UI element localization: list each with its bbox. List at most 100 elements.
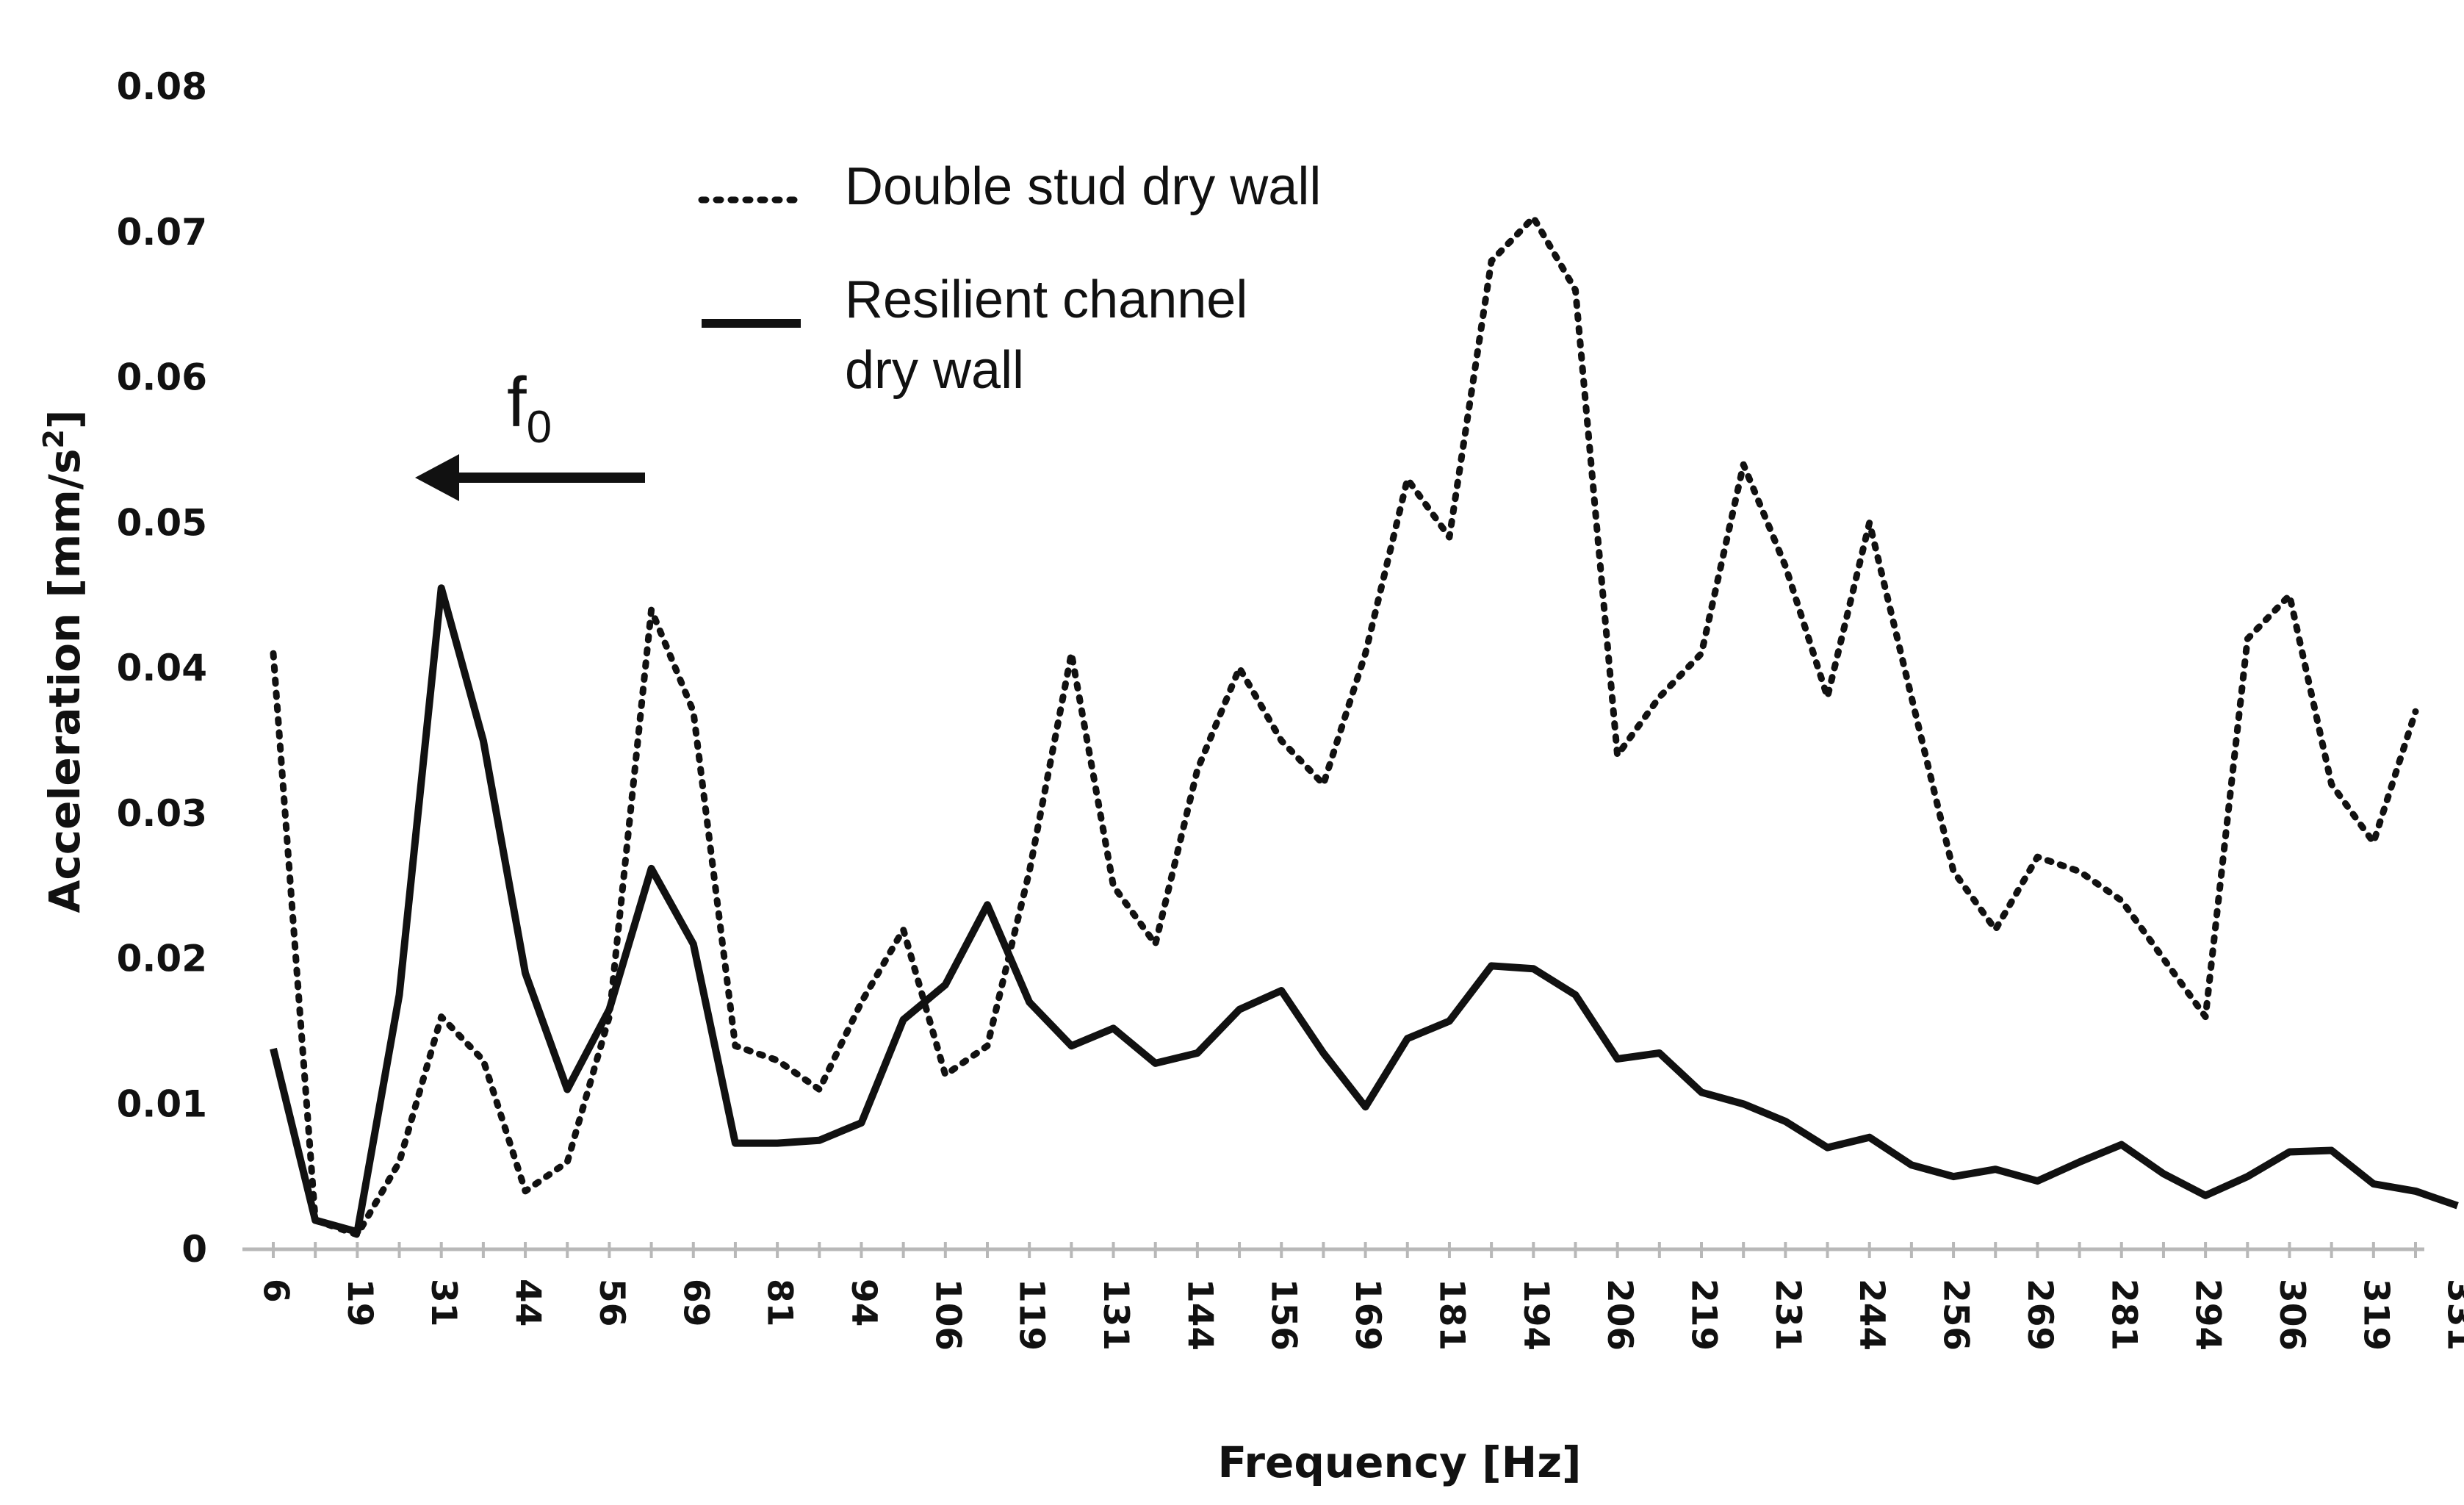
data-point <box>2373 842 2374 843</box>
x-tick-label: 219 <box>1684 1279 1724 1351</box>
legend-label-resilient-channel-line1: Resilient channel <box>845 270 1247 329</box>
data-point <box>1617 1058 1618 1059</box>
x-tick-label: 181 <box>1431 1279 1471 1351</box>
data-point <box>2037 1181 2038 1182</box>
data-point <box>693 711 694 712</box>
data-point <box>1323 1053 1324 1054</box>
data-point <box>1407 1038 1408 1039</box>
x-tick-label: 94 <box>843 1279 884 1326</box>
data-point <box>525 1190 526 1191</box>
y-tick-label: 0 <box>181 1228 207 1271</box>
x-tick-label: 231 <box>1768 1279 1808 1351</box>
legend: Double stud dry wall Resilient channel d… <box>698 157 1321 400</box>
data-point <box>861 1122 862 1123</box>
data-point <box>2079 1162 2080 1163</box>
x-tick-label: 119 <box>1012 1279 1052 1351</box>
x-tick-label: 6 <box>256 1279 296 1303</box>
data-point <box>1995 929 1996 930</box>
x-tick-label: 244 <box>1851 1279 1892 1351</box>
x-tick-label: 69 <box>675 1279 716 1326</box>
data-point <box>2205 1195 2206 1196</box>
data-point <box>399 994 400 995</box>
x-tick-label: 281 <box>2103 1279 2144 1351</box>
data-point <box>1575 994 1576 995</box>
data-point <box>273 653 274 654</box>
data-point <box>2163 958 2164 959</box>
x-minor-ticks <box>272 1242 2417 1258</box>
x-axis-title: Frequency [Hz] <box>1218 1437 1582 1487</box>
f0-annotation: f0 <box>415 363 645 501</box>
x-tick-label: 106 <box>927 1279 968 1351</box>
f0-arrow-head <box>415 454 459 501</box>
legend-label-resilient-channel-line2: dry wall <box>845 341 1024 400</box>
data-point <box>2079 871 2080 872</box>
x-tick-label: 294 <box>2188 1279 2228 1351</box>
x-tick-label: 81 <box>760 1279 800 1326</box>
x-tick-label: 144 <box>1179 1279 1220 1351</box>
data-point <box>1071 653 1072 654</box>
data-point <box>1239 668 1240 669</box>
x-tick-label: 31 <box>423 1279 464 1326</box>
data-point <box>2331 1150 2332 1151</box>
y-tick-label: 0.07 <box>117 211 207 254</box>
x-tick-label: 131 <box>1095 1279 1136 1351</box>
data-point <box>903 1019 904 1020</box>
data-point <box>1533 217 1534 218</box>
x-tick-label: 331 <box>2440 1279 2464 1351</box>
data-point <box>2205 1016 2206 1017</box>
x-tick-label: 44 <box>508 1279 548 1326</box>
data-point <box>1953 871 1954 872</box>
data-point <box>567 1162 568 1163</box>
data-point <box>525 973 526 974</box>
x-tick-label: 56 <box>591 1279 632 1326</box>
x-tick-label: 206 <box>1599 1279 1640 1351</box>
y-tick-label: 0.03 <box>117 792 207 835</box>
data-point <box>1701 1092 1702 1093</box>
data-point <box>1701 653 1702 654</box>
data-point <box>2331 784 2332 785</box>
data-point <box>1491 261 1492 262</box>
x-tick-label: 194 <box>1516 1279 1556 1351</box>
x-tick-label: 19 <box>339 1279 380 1326</box>
x-tick-label: 319 <box>2355 1279 2396 1351</box>
legend-label-double-stud: Double stud dry wall <box>845 157 1321 216</box>
data-point <box>903 929 904 930</box>
data-point <box>2289 595 2290 596</box>
data-point <box>1239 1009 1240 1010</box>
data-point <box>315 1220 316 1221</box>
data-point <box>441 1016 442 1017</box>
data-point <box>1281 740 1282 741</box>
data-point <box>2373 1184 2374 1185</box>
f0-label: f0 <box>507 363 552 453</box>
x-tick-label: 156 <box>1264 1279 1304 1351</box>
series-resilient-channel-line <box>270 584 2459 1236</box>
data-point <box>1323 784 1324 785</box>
x-tick-label: 169 <box>1347 1279 1388 1351</box>
data-point <box>819 1089 820 1090</box>
data-point <box>567 1089 568 1090</box>
data-point <box>1029 871 1030 872</box>
data-point <box>1365 653 1366 654</box>
data-point <box>1743 464 1744 465</box>
x-tick-label: 269 <box>2020 1279 2060 1351</box>
y-tick-label: 0.06 <box>117 356 207 399</box>
y-axis-title: Acceleration [mm/s2] <box>37 410 90 913</box>
series-double-stud-line <box>270 214 2419 1238</box>
y-tick-label: 0.05 <box>117 501 207 544</box>
data-point <box>609 1009 610 1010</box>
data-point <box>651 609 652 610</box>
x-tick-labels: 6 19 31 44 56 69 81 94 106 119 131 144 156 169 181 194 2… <box>256 1279 2464 1351</box>
data-point <box>1827 1147 1828 1148</box>
data-point <box>1785 566 1786 567</box>
data-point <box>2121 1144 2122 1145</box>
data-point <box>1995 1169 1996 1170</box>
data-point <box>2457 1205 2458 1206</box>
x-tick-label: 256 <box>1936 1279 1976 1351</box>
x-tick-label: 306 <box>2272 1279 2312 1351</box>
data-point <box>1407 478 1408 479</box>
y-tick-label: 0.02 <box>117 938 207 980</box>
data-point <box>399 1162 400 1163</box>
data-point <box>819 1140 820 1141</box>
